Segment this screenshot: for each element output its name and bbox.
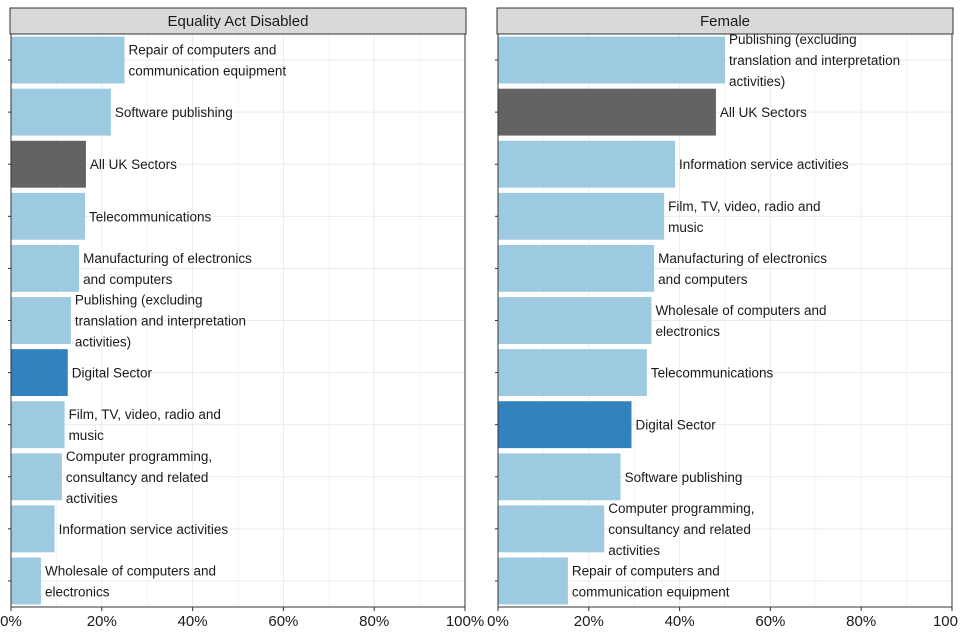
bar bbox=[11, 505, 55, 553]
x-tick-label: 80% bbox=[359, 613, 389, 630]
x-tick-label: 100% bbox=[446, 613, 484, 630]
bar bbox=[11, 88, 111, 136]
bar-label: Information service activities bbox=[59, 522, 229, 537]
panel-strip bbox=[496, 7, 954, 35]
bar bbox=[11, 192, 86, 240]
bar bbox=[11, 401, 65, 449]
bar-label: Wholesale of computers and electronics bbox=[655, 303, 826, 339]
bar-label: Film, TV, video, radio and music bbox=[668, 199, 820, 235]
bar-label: Repair of computers and communication equ… bbox=[129, 43, 287, 79]
bar bbox=[498, 557, 568, 605]
x-tick-label: 0% bbox=[487, 613, 509, 630]
bar bbox=[11, 244, 80, 292]
panel-title: Equality Act Disabled bbox=[168, 13, 309, 30]
bar bbox=[11, 349, 68, 397]
bar-label: Wholesale of computers and electronics bbox=[45, 563, 216, 599]
panel-border bbox=[497, 33, 953, 608]
panel-strip bbox=[9, 7, 467, 35]
panel-equality-act-disabled: Equality Act Disabled Repair of computers… bbox=[0, 7, 484, 630]
x-tick-label: 100 bbox=[933, 613, 958, 630]
bar bbox=[498, 36, 725, 84]
bar-label: Telecommunications bbox=[89, 209, 212, 224]
x-tick-label: 40% bbox=[178, 613, 208, 630]
bar bbox=[498, 244, 655, 292]
bar-label: All UK Sectors bbox=[720, 105, 807, 120]
bar bbox=[498, 505, 605, 553]
bar-label: Publishing (excluding translation and int… bbox=[729, 32, 900, 89]
x-tick-label: 0% bbox=[0, 613, 22, 630]
bar-label: Software publishing bbox=[625, 470, 743, 485]
bar bbox=[498, 349, 647, 397]
bar-label: Computer programming, consultancy and rel… bbox=[66, 449, 212, 506]
x-tick-label: 20% bbox=[87, 613, 117, 630]
x-tick-label: 20% bbox=[574, 613, 604, 630]
bar bbox=[11, 557, 41, 605]
panel-title: Female bbox=[700, 13, 750, 30]
bar-label: Computer programming, consultancy and rel… bbox=[608, 501, 754, 558]
bar bbox=[498, 401, 632, 449]
bar bbox=[11, 140, 86, 188]
bar-label: Telecommunications bbox=[651, 366, 774, 381]
bar-label: Software publishing bbox=[115, 105, 233, 120]
bar bbox=[11, 36, 125, 84]
panel-female: Female Publishing (excluding translation a… bbox=[487, 7, 958, 630]
x-tick-label: 80% bbox=[846, 613, 876, 630]
bar bbox=[498, 192, 665, 240]
bar-label: Digital Sector bbox=[635, 418, 716, 433]
bar-label: Publishing (excluding translation and int… bbox=[75, 293, 246, 350]
bar-label: Manufacturing of electronics and computer… bbox=[658, 251, 827, 287]
bar bbox=[498, 297, 652, 344]
bar-label: Information service activities bbox=[679, 157, 849, 172]
bar bbox=[498, 88, 716, 136]
bar bbox=[498, 453, 621, 501]
bar bbox=[11, 297, 71, 344]
panel-border bbox=[10, 33, 466, 608]
x-tick-label: 60% bbox=[755, 613, 785, 630]
bar-label: All UK Sectors bbox=[90, 157, 177, 172]
bar bbox=[11, 453, 62, 501]
x-tick-label: 40% bbox=[665, 613, 695, 630]
x-tick-label: 60% bbox=[268, 613, 298, 630]
bar-label: Film, TV, video, radio and music bbox=[69, 407, 221, 443]
bar-label: Repair of computers and communication equ… bbox=[572, 563, 730, 599]
bar bbox=[498, 140, 676, 188]
bar-label: Digital Sector bbox=[72, 366, 153, 381]
bar-label: Manufacturing of electronics and computer… bbox=[83, 251, 252, 287]
